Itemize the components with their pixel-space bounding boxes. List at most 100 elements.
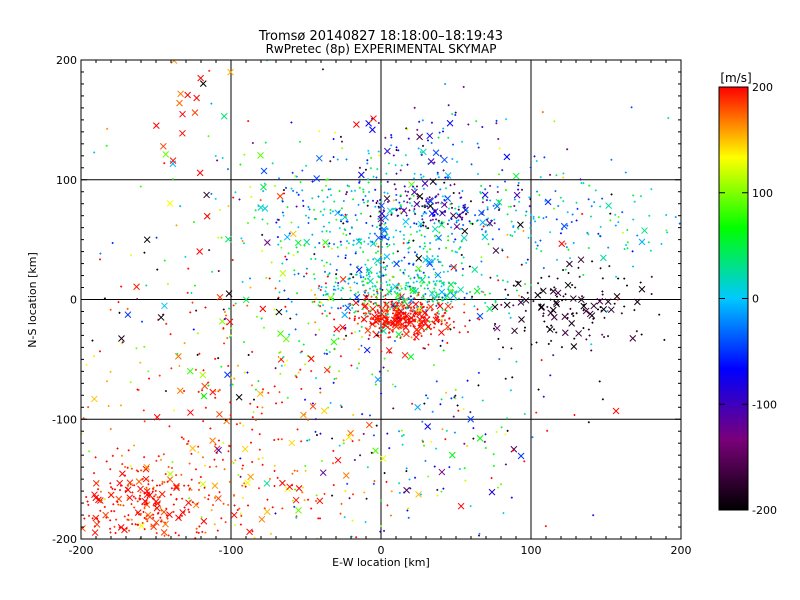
data-point xyxy=(305,272,308,275)
data-point xyxy=(415,222,418,225)
data-point xyxy=(443,319,446,322)
data-point xyxy=(581,297,584,300)
data-point-cross xyxy=(215,495,222,502)
data-point-cross xyxy=(569,295,577,302)
data-point xyxy=(498,173,501,176)
data-point xyxy=(526,291,529,294)
data-point xyxy=(113,510,116,513)
data-point xyxy=(441,130,444,133)
data-point-cross xyxy=(415,327,422,335)
data-point xyxy=(342,287,345,290)
data-point xyxy=(367,199,370,202)
data-point xyxy=(252,398,255,401)
data-point-cross xyxy=(550,287,557,295)
data-point xyxy=(229,384,232,387)
data-point xyxy=(588,334,591,337)
data-point xyxy=(623,248,626,251)
data-point xyxy=(649,249,652,252)
data-point xyxy=(633,309,636,312)
data-point xyxy=(617,277,620,280)
data-point xyxy=(451,249,454,252)
data-point xyxy=(386,200,389,203)
data-point xyxy=(128,529,131,532)
data-point xyxy=(437,260,440,263)
data-point xyxy=(399,269,402,272)
data-point xyxy=(480,260,483,263)
data-point xyxy=(350,364,353,367)
data-point xyxy=(183,506,186,509)
data-point xyxy=(155,484,158,487)
data-point xyxy=(454,388,457,391)
data-point xyxy=(407,507,410,510)
data-point xyxy=(178,364,181,367)
data-point-cross xyxy=(294,239,302,247)
data-point xyxy=(329,230,332,233)
data-point xyxy=(109,527,112,530)
data-point xyxy=(648,214,651,217)
data-point xyxy=(330,306,333,309)
data-point xyxy=(141,521,144,524)
data-point xyxy=(340,243,343,246)
data-point xyxy=(214,396,217,399)
data-point xyxy=(136,298,139,301)
data-point xyxy=(364,168,367,171)
data-point xyxy=(295,516,298,519)
data-point xyxy=(462,256,465,259)
data-point xyxy=(348,232,351,235)
data-point-cross xyxy=(607,306,615,314)
data-point-cross xyxy=(561,329,569,337)
data-point xyxy=(455,226,458,229)
data-point xyxy=(506,256,509,259)
data-point xyxy=(473,305,476,308)
data-point xyxy=(325,261,328,264)
data-point xyxy=(407,251,410,254)
data-point xyxy=(170,466,173,469)
data-point xyxy=(341,147,344,150)
data-point xyxy=(581,212,584,215)
data-point xyxy=(250,441,253,444)
data-point xyxy=(420,303,423,306)
data-point xyxy=(354,214,357,217)
data-point xyxy=(398,299,401,302)
data-point xyxy=(127,449,130,452)
data-point xyxy=(400,164,403,167)
data-point xyxy=(461,267,464,270)
data-point xyxy=(357,291,360,294)
data-point xyxy=(435,202,438,205)
data-point xyxy=(368,300,371,303)
data-point-cross xyxy=(582,307,590,315)
data-point xyxy=(337,287,340,290)
data-point xyxy=(201,456,204,459)
data-point xyxy=(230,327,233,330)
data-point-cross xyxy=(307,355,315,363)
data-point xyxy=(323,352,326,355)
data-point xyxy=(161,480,164,483)
data-point-cross xyxy=(179,509,187,516)
data-point xyxy=(204,531,207,534)
data-point xyxy=(436,171,439,174)
data-point xyxy=(508,312,511,315)
data-point xyxy=(430,141,433,144)
data-point xyxy=(105,516,108,519)
data-point xyxy=(209,427,212,430)
data-point-cross xyxy=(160,529,168,536)
data-point xyxy=(403,272,406,275)
data-point xyxy=(398,318,401,321)
data-point xyxy=(451,289,454,292)
data-point xyxy=(417,147,420,150)
data-point xyxy=(388,351,391,354)
data-point xyxy=(166,283,169,286)
data-point xyxy=(160,519,163,522)
data-point-cross xyxy=(102,511,110,519)
x-axis-label: E-W location [km] xyxy=(332,556,430,569)
data-point xyxy=(332,381,335,384)
data-point xyxy=(375,176,378,179)
data-point xyxy=(463,296,466,299)
data-point-cross xyxy=(224,371,231,379)
data-point xyxy=(528,196,531,199)
data-point xyxy=(329,188,332,191)
data-point xyxy=(332,449,335,452)
data-point xyxy=(626,247,629,250)
data-point xyxy=(442,127,445,130)
data-point xyxy=(400,308,403,311)
